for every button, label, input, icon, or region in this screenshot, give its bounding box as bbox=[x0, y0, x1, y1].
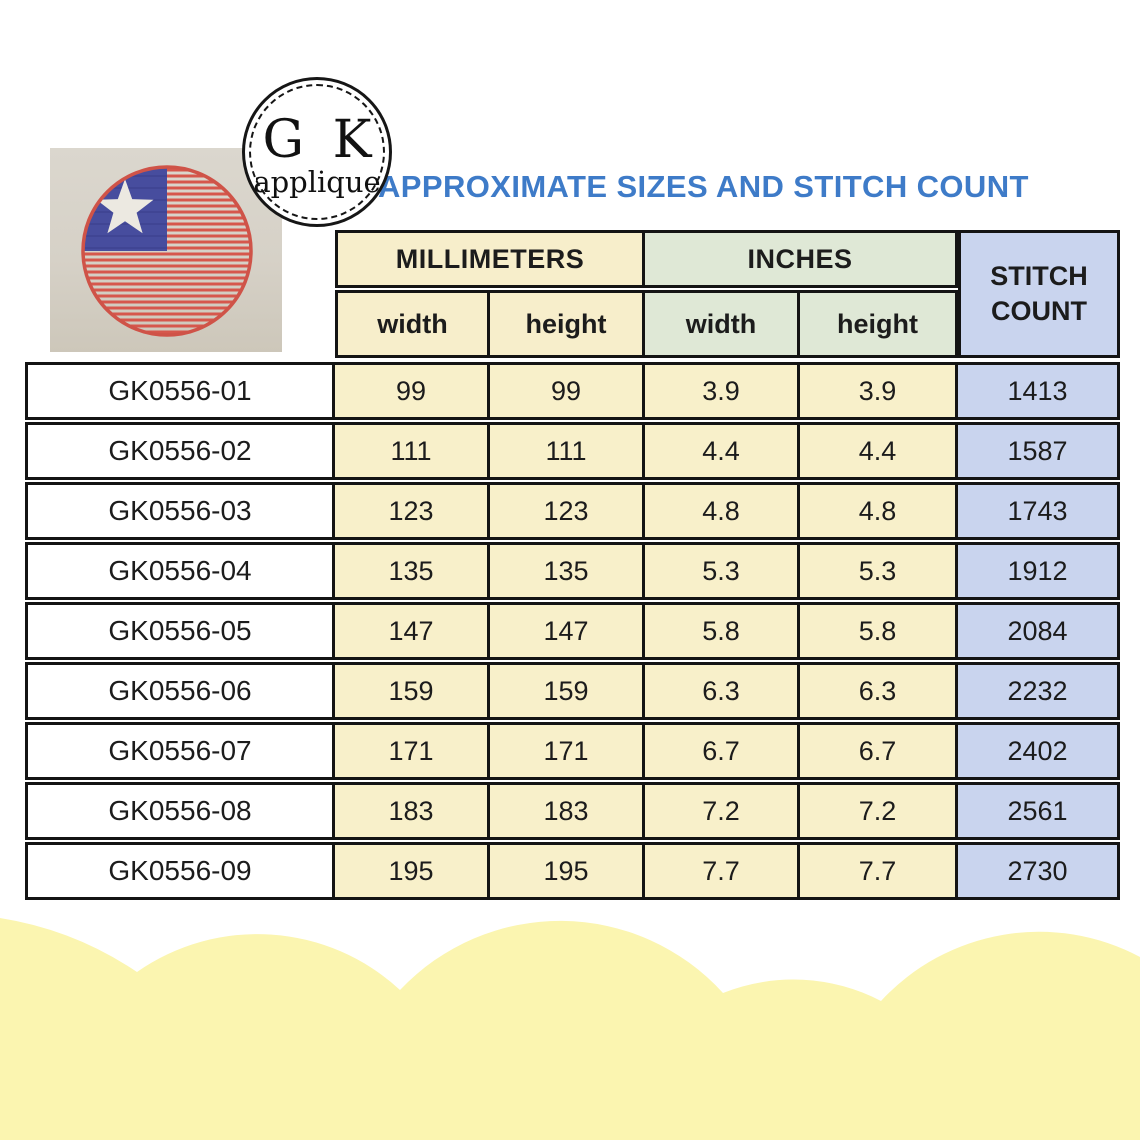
mm-height-cell: 123 bbox=[490, 482, 645, 540]
stitch-count-cell: 2730 bbox=[958, 842, 1120, 900]
design-code-cell: GK0556-08 bbox=[25, 782, 335, 840]
mm-width-cell: 183 bbox=[335, 782, 490, 840]
design-code-cell: GK0556-09 bbox=[25, 842, 335, 900]
design-code-cell: GK0556-01 bbox=[25, 362, 335, 420]
stitch-count-cell: 1413 bbox=[958, 362, 1120, 420]
design-code-cell: GK0556-06 bbox=[25, 662, 335, 720]
table-row: GK0556-01 99 99 3.9 3.9 1413 bbox=[25, 362, 1120, 420]
mm-height-cell: 99 bbox=[490, 362, 645, 420]
mm-width-cell: 99 bbox=[335, 362, 490, 420]
in-height-cell: 7.7 bbox=[800, 842, 958, 900]
design-code-cell: GK0556-04 bbox=[25, 542, 335, 600]
mm-height-cell: 159 bbox=[490, 662, 645, 720]
mm-width-cell: 171 bbox=[335, 722, 490, 780]
flag-stripes bbox=[83, 167, 251, 334]
mm-width-cell: 135 bbox=[335, 542, 490, 600]
stitch-count-cell: 2561 bbox=[958, 782, 1120, 840]
design-code-cell: GK0556-07 bbox=[25, 722, 335, 780]
in-height-cell: 4.4 bbox=[800, 422, 958, 480]
millimeters-header: MILLIMETERS bbox=[335, 230, 645, 288]
mm-height-cell: 183 bbox=[490, 782, 645, 840]
mm-height-cell: 135 bbox=[490, 542, 645, 600]
in-height-header: height bbox=[800, 290, 958, 358]
design-code-cell: GK0556-03 bbox=[25, 482, 335, 540]
mm-width-cell: 111 bbox=[335, 422, 490, 480]
table-row: GK0556-08 183 183 7.2 7.2 2561 bbox=[25, 782, 1120, 840]
stitch-count-cell: 2402 bbox=[958, 722, 1120, 780]
size-table-body: GK0556-01 99 99 3.9 3.9 1413 GK0556-02 1… bbox=[25, 362, 1120, 902]
mm-height-cell: 111 bbox=[490, 422, 645, 480]
in-width-cell: 3.9 bbox=[645, 362, 800, 420]
in-height-cell: 5.8 bbox=[800, 602, 958, 660]
stitch-count-header: STITCH COUNT bbox=[958, 230, 1120, 358]
table-header: MILLIMETERS INCHES width height width he… bbox=[335, 230, 1120, 358]
table-row: GK0556-07 171 171 6.7 6.7 2402 bbox=[25, 722, 1120, 780]
in-width-cell: 6.7 bbox=[645, 722, 800, 780]
table-row: GK0556-09 195 195 7.7 7.7 2730 bbox=[25, 842, 1120, 900]
flag-star bbox=[96, 179, 154, 234]
in-height-cell: 6.3 bbox=[800, 662, 958, 720]
mm-height-cell: 171 bbox=[490, 722, 645, 780]
mm-width-cell: 147 bbox=[335, 602, 490, 660]
table-row: GK0556-02 111 111 4.4 4.4 1587 bbox=[25, 422, 1120, 480]
logo-dashed-ring bbox=[249, 84, 385, 220]
in-height-cell: 4.8 bbox=[800, 482, 958, 540]
mm-height-cell: 147 bbox=[490, 602, 645, 660]
in-height-cell: 7.2 bbox=[800, 782, 958, 840]
in-width-cell: 5.3 bbox=[645, 542, 800, 600]
table-row: GK0556-06 159 159 6.3 6.3 2232 bbox=[25, 662, 1120, 720]
group-header-row: MILLIMETERS INCHES bbox=[335, 230, 958, 288]
page-title: APPROXIMATE SIZES AND STITCH COUNT bbox=[378, 169, 1029, 204]
in-width-cell: 4.4 bbox=[645, 422, 800, 480]
in-height-cell: 5.3 bbox=[800, 542, 958, 600]
stitch-count-cell: 2084 bbox=[958, 602, 1120, 660]
mm-width-cell: 159 bbox=[335, 662, 490, 720]
table-row: GK0556-04 135 135 5.3 5.3 1912 bbox=[25, 542, 1120, 600]
mm-width-cell: 123 bbox=[335, 482, 490, 540]
in-width-cell: 7.7 bbox=[645, 842, 800, 900]
stitch-count-cell: 1743 bbox=[958, 482, 1120, 540]
design-code-cell: GK0556-05 bbox=[25, 602, 335, 660]
mm-width-header: width bbox=[335, 290, 490, 358]
in-width-cell: 6.3 bbox=[645, 662, 800, 720]
design-code-cell: GK0556-02 bbox=[25, 422, 335, 480]
table-row: GK0556-03 123 123 4.8 4.8 1743 bbox=[25, 482, 1120, 540]
stitch-count-cell: 1587 bbox=[958, 422, 1120, 480]
stitch-count-cell: 1912 bbox=[958, 542, 1120, 600]
in-height-cell: 6.7 bbox=[800, 722, 958, 780]
in-width-header: width bbox=[645, 290, 800, 358]
sub-header-row: width height width height bbox=[335, 290, 958, 358]
mm-height-header: height bbox=[490, 290, 645, 358]
flag-outline bbox=[81, 165, 253, 337]
mm-height-cell: 195 bbox=[490, 842, 645, 900]
in-width-cell: 5.8 bbox=[645, 602, 800, 660]
in-width-cell: 7.2 bbox=[645, 782, 800, 840]
in-width-cell: 4.8 bbox=[645, 482, 800, 540]
table-row: GK0556-05 147 147 5.8 5.8 2084 bbox=[25, 602, 1120, 660]
stitch-count-cell: 2232 bbox=[958, 662, 1120, 720]
mm-width-cell: 195 bbox=[335, 842, 490, 900]
gk-applique-logo: G K applique bbox=[242, 77, 392, 227]
in-height-cell: 3.9 bbox=[800, 362, 958, 420]
inches-header: INCHES bbox=[645, 230, 958, 288]
